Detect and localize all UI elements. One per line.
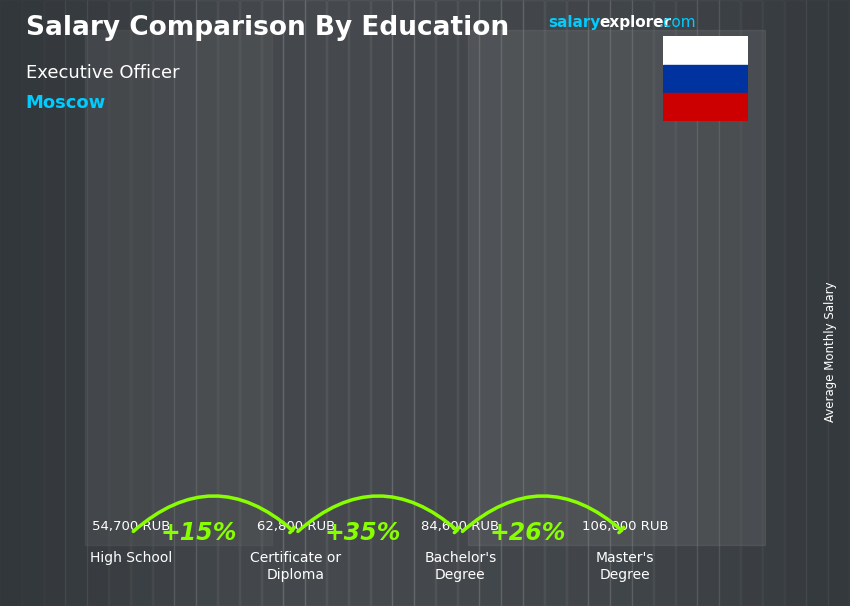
Text: 54,700 RUB: 54,700 RUB xyxy=(92,521,171,533)
Bar xyxy=(348,0,370,606)
Bar xyxy=(457,0,479,606)
Text: 62,800 RUB: 62,800 RUB xyxy=(257,521,335,533)
Bar xyxy=(262,0,283,606)
Text: +26%: +26% xyxy=(490,521,566,545)
Text: Certificate or
Diploma: Certificate or Diploma xyxy=(250,551,342,582)
Bar xyxy=(65,0,87,606)
Text: Salary Comparison By Education: Salary Comparison By Education xyxy=(26,15,508,41)
Bar xyxy=(523,0,544,606)
Bar xyxy=(502,0,523,606)
Bar xyxy=(371,0,392,606)
Bar xyxy=(240,0,261,606)
Bar xyxy=(393,0,414,606)
Bar xyxy=(109,0,130,606)
Bar xyxy=(545,0,566,606)
Bar xyxy=(654,0,675,606)
Bar xyxy=(414,0,435,606)
Bar xyxy=(663,93,748,121)
Bar xyxy=(698,0,719,606)
Bar xyxy=(663,36,748,65)
Bar xyxy=(567,0,588,606)
Bar xyxy=(663,65,748,93)
Text: Master's
Degree: Master's Degree xyxy=(596,551,654,582)
Bar xyxy=(676,0,697,606)
Bar xyxy=(785,0,806,606)
Bar xyxy=(807,0,828,606)
Bar xyxy=(719,0,740,606)
Bar xyxy=(131,0,152,606)
Bar xyxy=(762,0,784,606)
Text: 106,000 RUB: 106,000 RUB xyxy=(581,521,668,533)
Bar xyxy=(436,0,457,606)
Text: .com: .com xyxy=(659,15,696,30)
Text: explorer: explorer xyxy=(599,15,672,30)
Bar xyxy=(196,0,218,606)
Bar xyxy=(327,0,348,606)
Bar xyxy=(283,0,304,606)
Text: +35%: +35% xyxy=(325,521,401,545)
Bar xyxy=(174,0,196,606)
Bar xyxy=(479,0,501,606)
Text: Average Monthly Salary: Average Monthly Salary xyxy=(824,281,837,422)
Text: Moscow: Moscow xyxy=(26,94,105,112)
Bar xyxy=(43,0,65,606)
Bar xyxy=(218,0,239,606)
Bar xyxy=(828,0,849,606)
Bar xyxy=(305,0,326,606)
Text: High School: High School xyxy=(90,551,173,565)
Text: Bachelor's
Degree: Bachelor's Degree xyxy=(424,551,496,582)
Bar xyxy=(88,0,109,606)
Bar xyxy=(22,0,43,606)
Bar xyxy=(468,30,765,545)
Bar xyxy=(85,30,272,545)
Bar xyxy=(741,0,762,606)
Bar xyxy=(588,0,609,606)
Text: +15%: +15% xyxy=(161,521,237,545)
Text: 84,600 RUB: 84,600 RUB xyxy=(422,521,500,533)
Bar xyxy=(610,0,632,606)
Bar xyxy=(152,0,173,606)
Bar xyxy=(632,0,654,606)
Bar xyxy=(0,0,21,606)
Text: Executive Officer: Executive Officer xyxy=(26,64,179,82)
Text: salary: salary xyxy=(548,15,601,30)
